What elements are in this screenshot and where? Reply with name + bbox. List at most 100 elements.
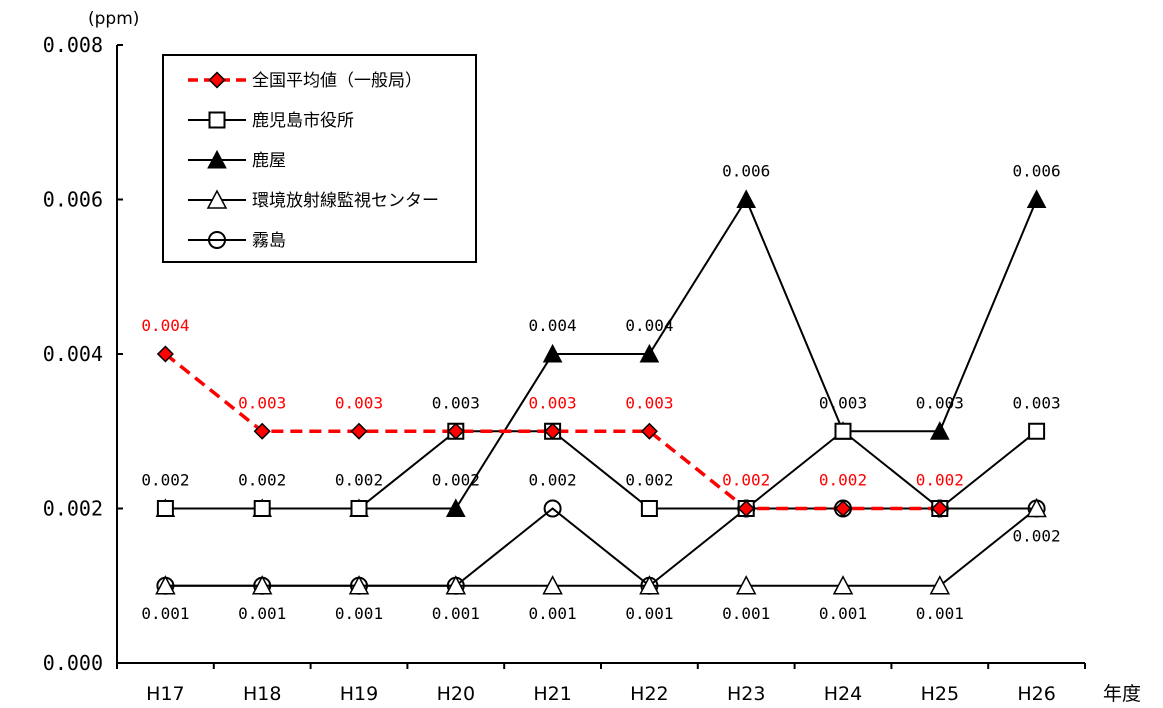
legend-label: 鹿児島市役所 <box>252 111 354 131</box>
circle-marker <box>208 231 226 249</box>
filled-triangle-marker <box>639 343 660 363</box>
x-tick-label: H22 <box>630 683 668 705</box>
data-label: 0.001 <box>819 604 867 623</box>
open-triangle-marker <box>639 575 660 595</box>
data-label: 0.002 <box>141 471 189 490</box>
series-1 <box>165 429 1038 510</box>
data-label: 0.001 <box>625 604 673 623</box>
data-label: 0.002 <box>529 471 577 490</box>
open-triangle-marker <box>832 575 854 595</box>
data-label: 0.002 <box>625 471 673 490</box>
diamond-marker <box>931 499 949 518</box>
legend-item: 鹿児島市役所 <box>188 111 354 131</box>
square-marker <box>156 500 174 517</box>
axes: 0.000 0.002 0.004 0.006 0.008 H17 H18 H19 H20 H21… <box>43 33 1086 705</box>
filled-triangle-marker <box>207 149 227 169</box>
legend-item: 全国平均値（一般局） <box>188 71 422 91</box>
diamond-marker <box>253 422 271 440</box>
series-markers-0 <box>156 345 949 518</box>
data-label: 0.002 <box>238 471 286 490</box>
x-tick-label: H19 <box>340 683 378 705</box>
x-tick-label: H26 <box>1017 683 1055 705</box>
x-tick-label: H18 <box>243 683 281 705</box>
data-label: 0.004 <box>529 316 577 335</box>
legend-label: 全国平均値（一般局） <box>252 71 422 91</box>
data-label: 0.001 <box>141 604 189 623</box>
open-triangle-marker <box>542 575 563 595</box>
circle-marker <box>543 499 562 518</box>
square-marker <box>834 422 852 440</box>
data-label: 0.001 <box>335 604 383 623</box>
square-marker <box>350 500 368 517</box>
square-marker <box>208 111 226 129</box>
diamond-marker <box>834 499 852 518</box>
data-label: 0.002 <box>432 471 480 490</box>
legend-item: 鹿屋 <box>188 149 286 171</box>
x-tick-label: H17 <box>146 683 184 705</box>
data-label: 0.003 <box>916 393 964 412</box>
series-line <box>164 352 940 511</box>
x-axis-title: 年度 <box>1103 683 1141 705</box>
data-label: 0.004 <box>625 316 673 335</box>
x-tick-label: H21 <box>533 683 571 705</box>
data-label: 0.003 <box>238 393 286 412</box>
data-label: 0.001 <box>432 604 480 623</box>
open-triangle-marker <box>251 575 273 595</box>
square-marker <box>640 500 658 517</box>
filled-triangle-marker <box>736 189 757 208</box>
legend-item: 環境放射線監視センター <box>188 189 439 211</box>
data-label: 0.002 <box>1013 527 1061 546</box>
square-marker <box>253 500 271 517</box>
open-triangle-marker <box>1026 497 1047 518</box>
diamond-marker <box>156 345 174 363</box>
data-label: 0.003 <box>819 393 867 412</box>
data-label: 0.003 <box>625 393 673 412</box>
series-line <box>165 507 1038 587</box>
data-label: 0.001 <box>529 604 577 623</box>
open-triangle-marker <box>445 575 467 595</box>
open-triangle-marker <box>155 575 176 595</box>
data-label: 0.004 <box>141 316 189 335</box>
data-label: 0.002 <box>819 471 867 490</box>
x-tick-label: H20 <box>437 683 475 705</box>
data-label: 0.001 <box>916 604 964 623</box>
diamond-marker <box>350 422 368 440</box>
legend-label: 環境放射線監視センター <box>252 191 439 211</box>
filled-triangle-marker <box>1026 189 1047 208</box>
data-label: 0.006 <box>1013 162 1061 181</box>
diamond-marker <box>640 422 658 440</box>
y-tick-label: 0.004 <box>43 342 103 366</box>
data-label: 0.006 <box>722 162 770 181</box>
open-triangle-marker <box>735 575 757 595</box>
open-triangle-marker <box>348 575 370 595</box>
series-line <box>165 507 1037 588</box>
x-tick-label: H24 <box>824 683 862 705</box>
diamond-marker <box>737 499 755 518</box>
data-label: 0.003 <box>432 393 480 412</box>
diamond-marker <box>544 422 562 440</box>
diamond-marker <box>447 422 465 440</box>
series-markers-3 <box>155 497 1047 595</box>
filled-triangle-marker <box>929 421 950 440</box>
data-label: 0.003 <box>529 393 577 412</box>
open-triangle-marker <box>206 189 228 209</box>
data-label: 0.002 <box>722 471 770 490</box>
diamond-marker <box>208 71 226 89</box>
y-axis-unit-label: (ppm) <box>88 9 139 29</box>
series-line <box>165 429 1038 510</box>
data-label: 0.001 <box>238 604 286 623</box>
x-tick-label: H23 <box>727 683 765 705</box>
data-label: 0.001 <box>722 604 770 623</box>
series-4 <box>165 507 1037 588</box>
data-label: 0.002 <box>335 471 383 490</box>
legend-label: 霧島 <box>252 231 286 251</box>
data-label: 0.003 <box>1013 393 1061 412</box>
data-label: 0.003 <box>335 393 383 412</box>
filled-triangle-marker <box>445 498 466 517</box>
y-tick-label: 0.000 <box>43 651 103 675</box>
y-tick-label: 0.002 <box>43 497 103 521</box>
series-3 <box>165 507 1038 587</box>
series-0 <box>164 352 940 511</box>
